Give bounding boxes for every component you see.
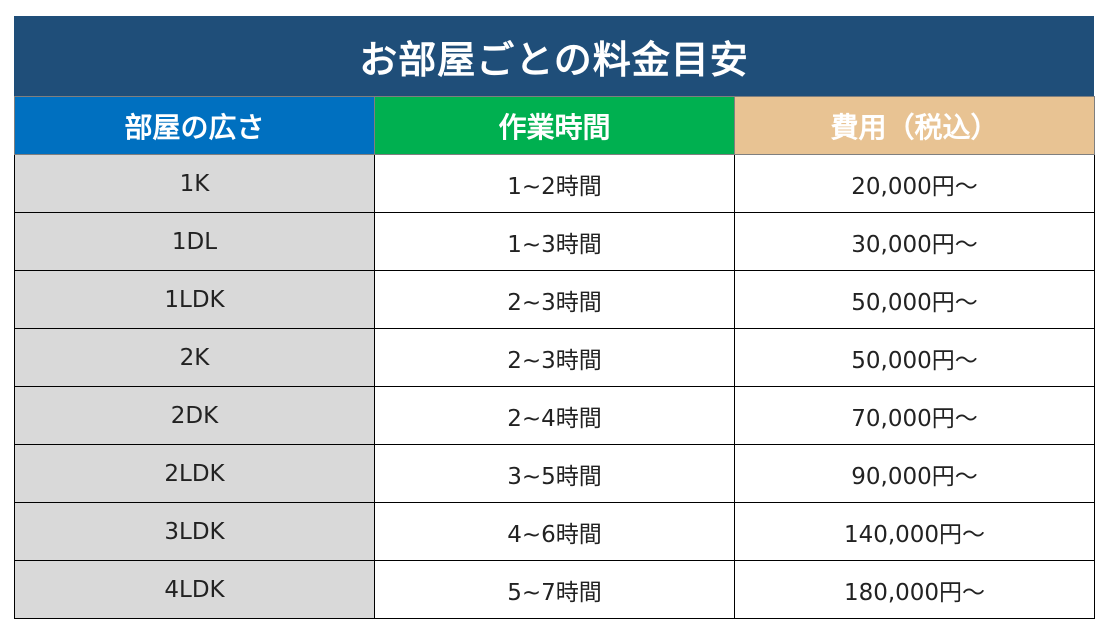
price-cell: 30,000円～ [734,212,1095,271]
room-size-cell: 2K [14,328,375,387]
header-price: 費用（税込） [734,96,1095,155]
room-size-cell: 1K [14,154,375,213]
price-cell: 70,000円～ [734,386,1095,445]
room-size-cell: 3LDK [14,502,375,561]
price-cell: 50,000円～ [734,270,1095,329]
price-cell: 140,000円～ [734,502,1095,561]
work-time-cell: 3~5時間 [374,444,735,503]
work-time-cell: 2~4時間 [374,386,735,445]
price-cell: 50,000円～ [734,328,1095,387]
room-size-cell: 1LDK [14,270,375,329]
price-cell: 20,000円～ [734,154,1095,213]
header-row: 部屋の広さ 作業時間 費用（税込） [14,96,1095,155]
table-row: 1DL 1~3時間 30,000円～ [14,212,1095,271]
table-title: お部屋ごとの料金目安 [14,16,1094,96]
table-row: 1K 1~2時間 20,000円～ [14,154,1095,213]
work-time-cell: 1~2時間 [374,154,735,213]
table-row: 2DK 2~4時間 70,000円～ [14,386,1095,445]
room-size-cell: 2DK [14,386,375,445]
price-cell: 180,000円～ [734,560,1095,619]
work-time-cell: 5~7時間 [374,560,735,619]
price-guide: お部屋ごとの料金目安 部屋の広さ 作業時間 費用（税込） 1K 1~2時間 20… [14,16,1095,619]
table-row: 2LDK 3~5時間 90,000円～ [14,444,1095,503]
table-row: 3LDK 4~6時間 140,000円～ [14,502,1095,561]
table-row: 1LDK 2~3時間 50,000円～ [14,270,1095,329]
header-room-size: 部屋の広さ [14,96,375,155]
price-cell: 90,000円～ [734,444,1095,503]
work-time-cell: 2~3時間 [374,270,735,329]
room-size-cell: 1DL [14,212,375,271]
table-row: 2K 2~3時間 50,000円～ [14,328,1095,387]
header-work-time: 作業時間 [374,96,735,155]
room-size-cell: 4LDK [14,560,375,619]
table-row: 4LDK 5~7時間 180,000円～ [14,560,1095,619]
work-time-cell: 2~3時間 [374,328,735,387]
room-size-cell: 2LDK [14,444,375,503]
work-time-cell: 1~3時間 [374,212,735,271]
work-time-cell: 4~6時間 [374,502,735,561]
price-table: 部屋の広さ 作業時間 費用（税込） 1K 1~2時間 20,000円～ 1DL … [14,96,1095,619]
